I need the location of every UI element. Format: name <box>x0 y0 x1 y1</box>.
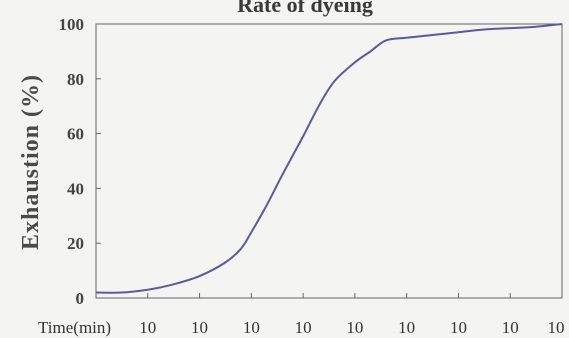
y-tick-label: 0 <box>76 289 85 308</box>
y-tick-label: 20 <box>67 234 84 253</box>
x-axis: 10 10 10 10 10 10 10 10 10 <box>139 293 565 337</box>
x-axis-label: Time(min) <box>38 318 111 337</box>
y-tick-label: 100 <box>59 15 85 34</box>
x-tick-label: 10 <box>450 318 467 337</box>
x-tick-label: 10 <box>548 318 565 337</box>
y-axis: 0 20 40 60 80 100 <box>59 15 101 308</box>
y-tick-label: 60 <box>67 125 84 144</box>
x-tick-label: 10 <box>295 318 312 337</box>
x-tick-label: 10 <box>139 318 156 337</box>
y-axis-label: Exhaustion (%) <box>18 74 44 250</box>
y-tick-label: 80 <box>67 70 84 89</box>
x-tick-label: 10 <box>191 318 208 337</box>
chart-title: Rate of dyeing <box>237 0 373 17</box>
x-tick-label: 10 <box>502 318 519 337</box>
x-tick-label: 10 <box>243 318 260 337</box>
series-line <box>95 23 563 294</box>
plot-frame <box>95 23 563 299</box>
x-tick-label: 10 <box>346 318 363 337</box>
y-tick-label: 40 <box>67 179 84 198</box>
x-tick-label: 10 <box>398 318 415 337</box>
